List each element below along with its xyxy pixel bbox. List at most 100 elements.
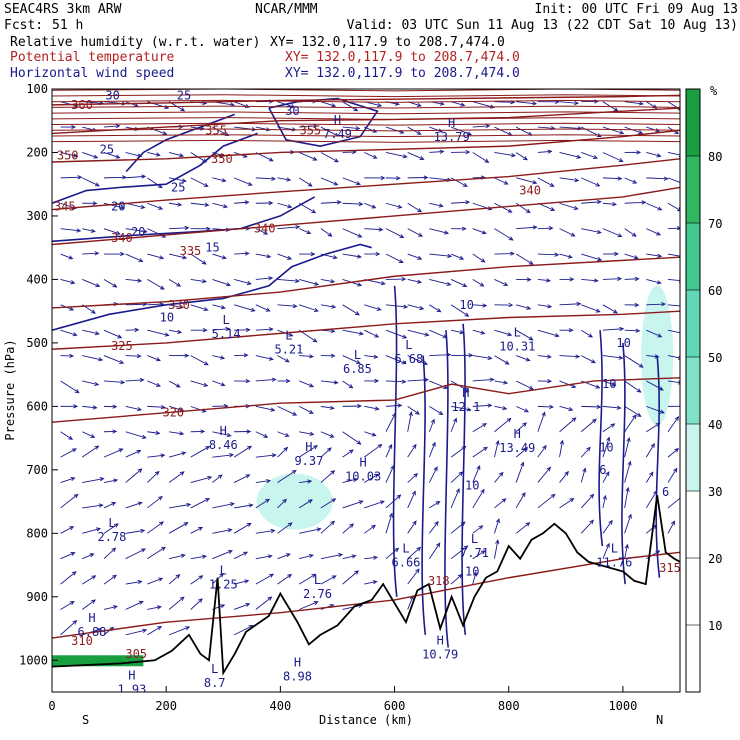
y-tick-label: 200 bbox=[26, 145, 48, 159]
wind-vector bbox=[407, 546, 422, 560]
wind-vector bbox=[125, 405, 143, 412]
extremum-type: H bbox=[437, 633, 444, 647]
extremum-value: 1.93 bbox=[117, 682, 146, 696]
wind-vector bbox=[82, 527, 102, 534]
wind-vector bbox=[646, 380, 664, 391]
extremum-value: 7.49 bbox=[323, 127, 352, 141]
wind-vector bbox=[602, 326, 625, 332]
wind-vector bbox=[125, 327, 140, 333]
wind-vector bbox=[320, 152, 339, 163]
center-label: NCAR/MMM bbox=[255, 2, 318, 17]
extremum-value: 2.78 bbox=[97, 530, 126, 544]
fcst-label: Fcst: bbox=[4, 18, 43, 33]
wind-vector bbox=[450, 405, 472, 412]
wind-label: 25 bbox=[171, 180, 185, 194]
extremum-marker: H7.49 bbox=[323, 113, 352, 141]
wind-vector bbox=[299, 380, 315, 388]
wind-vector bbox=[103, 574, 117, 585]
wind-vector bbox=[472, 303, 488, 308]
wind-vector bbox=[169, 225, 190, 231]
wind-vector bbox=[472, 525, 484, 534]
wind-vector bbox=[60, 175, 83, 180]
wind-label: 6 bbox=[599, 463, 606, 477]
colorbar-band bbox=[686, 89, 700, 156]
extremum-type: L bbox=[314, 573, 321, 587]
wind-vector bbox=[299, 431, 315, 436]
wind-label: 10 bbox=[602, 377, 616, 391]
extremum-type: L bbox=[611, 541, 618, 555]
fcst-value: 51 h bbox=[52, 18, 83, 33]
theta-contour-upper bbox=[52, 122, 680, 126]
rh-region bbox=[256, 473, 333, 530]
extremum-value: 6.68 bbox=[394, 352, 423, 366]
wind-vector bbox=[537, 444, 547, 458]
wind-vector bbox=[537, 411, 546, 432]
wind-vector bbox=[255, 253, 272, 259]
wind-vector bbox=[581, 228, 602, 235]
wind-vector bbox=[125, 377, 145, 383]
wind-vector bbox=[451, 226, 467, 231]
extremum-value: 2.76 bbox=[303, 587, 332, 601]
terrain-surface-line bbox=[52, 495, 680, 676]
wind-label: 10 bbox=[465, 479, 479, 493]
wind-vector bbox=[516, 177, 538, 185]
wind-vector bbox=[125, 628, 148, 636]
wind-vector bbox=[537, 226, 554, 231]
wind-vector bbox=[125, 579, 143, 585]
wind-vector bbox=[234, 379, 251, 384]
extremum-marker: L10.31 bbox=[499, 326, 535, 354]
theta-contour-upper bbox=[52, 134, 680, 138]
x-axis-title: Distance (km) bbox=[319, 713, 413, 727]
wind-vector bbox=[624, 177, 638, 184]
wind-vector bbox=[559, 380, 577, 388]
y-tick-label: 700 bbox=[26, 463, 48, 477]
wind-vector bbox=[168, 329, 183, 334]
theta-label: 360 bbox=[71, 98, 93, 112]
wind-vector bbox=[168, 502, 192, 509]
wind-vector bbox=[429, 405, 444, 416]
wind-label: 10 bbox=[599, 441, 613, 455]
wind-vector bbox=[624, 355, 644, 368]
wind-vector bbox=[472, 377, 495, 382]
wind-vector bbox=[559, 253, 573, 259]
x-end-left: S bbox=[82, 713, 89, 727]
wind-label: 20 bbox=[131, 225, 145, 239]
wind-vector bbox=[407, 278, 423, 284]
wind-vector bbox=[190, 446, 211, 458]
extremum-type: L bbox=[514, 326, 521, 340]
wind-vector bbox=[428, 466, 438, 483]
wind-vector bbox=[407, 152, 425, 160]
field-xy-rh: XY= 132.0,117.9 to 208.7,474.0 bbox=[270, 35, 505, 50]
wind-vector bbox=[190, 304, 209, 312]
extremum-value: 5.21 bbox=[274, 343, 303, 357]
wind-vector bbox=[364, 500, 385, 509]
wind-vector bbox=[168, 380, 181, 388]
wind-vector bbox=[103, 502, 117, 509]
extremum-value: 7.71 bbox=[460, 546, 489, 560]
wind-vector bbox=[82, 380, 100, 386]
x-end-right: N bbox=[656, 713, 663, 727]
wind-vector bbox=[537, 304, 553, 309]
wind-label: 15 bbox=[205, 241, 219, 255]
wind-vector bbox=[342, 201, 364, 207]
wind-vector bbox=[212, 380, 226, 387]
wind-vector bbox=[429, 278, 452, 286]
wind-vector bbox=[277, 498, 287, 509]
wind-vector bbox=[168, 253, 188, 260]
wind-vector bbox=[385, 228, 405, 239]
wind-vector bbox=[602, 176, 623, 181]
wind-vector bbox=[624, 150, 642, 155]
wind-vector bbox=[168, 304, 185, 310]
wind-vector bbox=[515, 253, 534, 265]
wind-vector bbox=[494, 380, 509, 385]
wind-vector bbox=[255, 304, 271, 312]
colorbar-band bbox=[686, 491, 700, 692]
wind-label: 25 bbox=[100, 142, 114, 156]
wind-vector bbox=[233, 551, 249, 560]
wind-vector bbox=[472, 571, 478, 585]
wind-vector bbox=[147, 253, 165, 260]
y-tick-label: 400 bbox=[26, 272, 48, 286]
wind-vector bbox=[667, 467, 678, 483]
wind-contour-convective bbox=[392, 285, 398, 597]
wind-vector bbox=[364, 473, 379, 483]
